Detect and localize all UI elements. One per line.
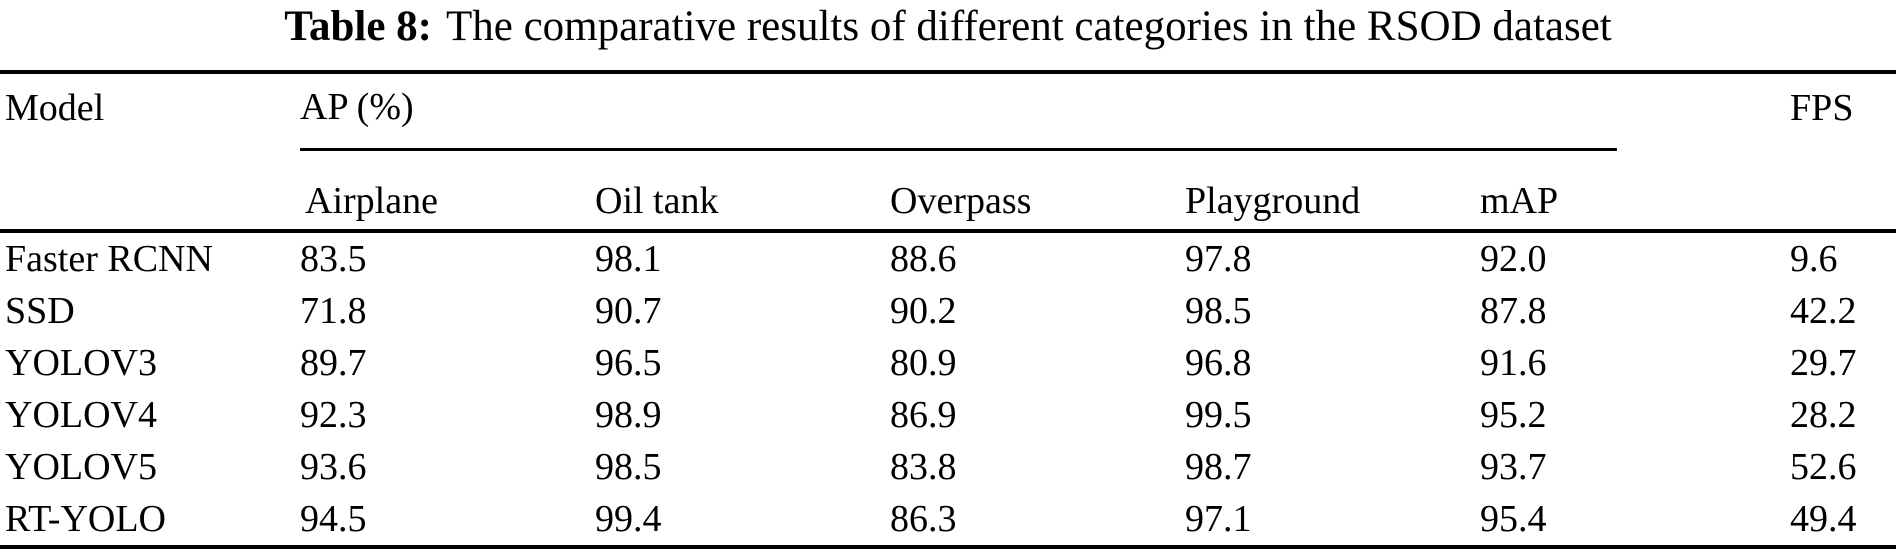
overpass-ap-cell: 88.6 xyxy=(890,238,957,280)
map-cell: 87.8 xyxy=(1480,290,1547,332)
model-name-cell: RT-YOLO xyxy=(5,498,166,540)
airplane-ap-cell: 93.6 xyxy=(300,446,367,488)
column-header-overpass: Overpass xyxy=(890,160,1185,233)
column-group-ap-label: AP (%) xyxy=(300,86,414,128)
model-name-cell: YOLOV4 xyxy=(5,394,157,436)
overpass-ap-cell: 86.3 xyxy=(890,498,957,540)
playground-ap-cell: 97.1 xyxy=(1185,498,1252,540)
table-row-rt-yolo: RT-YOLO 94.5 99.4 86.3 97.1 95.4 49.4 xyxy=(0,493,1896,547)
oil-tank-ap-cell: 99.4 xyxy=(595,498,662,540)
table-row-yolov3: YOLOV3 89.7 96.5 80.9 96.8 91.6 29.7 xyxy=(0,337,1896,389)
map-cell: 91.6 xyxy=(1480,342,1547,384)
header-row-subcolumns: Airplane Oil tank Overpass Playground mA… xyxy=(0,160,1896,233)
oil-tank-ap-cell: 98.5 xyxy=(595,446,662,488)
playground-ap-cell: 98.7 xyxy=(1185,446,1252,488)
table-row-faster-rcnn: Faster RCNN 83.5 98.1 88.6 97.8 92.0 9.6 xyxy=(0,231,1896,285)
oil-tank-ap-cell: 98.9 xyxy=(595,394,662,436)
overpass-ap-cell: 83.8 xyxy=(890,446,957,488)
oil-tank-ap-cell: 90.7 xyxy=(595,290,662,332)
fps-cell: 9.6 xyxy=(1790,238,1838,280)
model-name-cell: Faster RCNN xyxy=(5,238,213,280)
column-group-ap: AP (%) xyxy=(300,72,1790,160)
model-name-cell: YOLOV5 xyxy=(5,446,157,488)
map-cell: 95.4 xyxy=(1480,498,1547,540)
column-header-airplane: Airplane xyxy=(300,160,595,233)
table-row-ssd: SSD 71.8 90.7 90.2 98.5 87.8 42.2 xyxy=(0,285,1896,337)
playground-ap-cell: 97.8 xyxy=(1185,238,1252,280)
airplane-ap-cell: 89.7 xyxy=(300,342,367,384)
table-row-yolov5: YOLOV5 93.6 98.5 83.8 98.7 93.7 52.6 xyxy=(0,441,1896,493)
airplane-ap-cell: 71.8 xyxy=(300,290,367,332)
table-caption-title: The comparative results of different cat… xyxy=(445,3,1612,50)
column-header-map: mAP xyxy=(1480,160,1791,233)
airplane-ap-cell: 92.3 xyxy=(300,394,367,436)
model-name-cell: SSD xyxy=(5,290,75,332)
table-caption-label: Table 8: xyxy=(284,3,432,50)
playground-ap-cell: 98.5 xyxy=(1185,290,1252,332)
column-header-oil-tank: Oil tank xyxy=(595,160,890,233)
model-name-cell: YOLOV3 xyxy=(5,342,157,384)
overpass-ap-cell: 86.9 xyxy=(890,394,957,436)
table-caption: Table 8: The comparative results of diffe… xyxy=(0,0,1896,51)
oil-tank-ap-cell: 98.1 xyxy=(595,238,662,280)
column-header-playground: Playground xyxy=(1185,160,1480,233)
map-cell: 92.0 xyxy=(1480,238,1547,280)
fps-cell: 28.2 xyxy=(1790,394,1857,436)
fps-cell: 29.7 xyxy=(1790,342,1857,384)
overpass-ap-cell: 80.9 xyxy=(890,342,957,384)
fps-cell: 42.2 xyxy=(1790,290,1857,332)
playground-ap-cell: 96.8 xyxy=(1185,342,1252,384)
fps-cell: 49.4 xyxy=(1790,498,1857,540)
airplane-ap-cell: 83.5 xyxy=(300,238,367,280)
ap-group-underline-rule xyxy=(300,148,1617,151)
overpass-ap-cell: 90.2 xyxy=(890,290,957,332)
results-table: Model AP (%) FPS Airplane Oil tank Overp… xyxy=(0,70,1896,549)
fps-cell: 52.6 xyxy=(1790,446,1857,488)
airplane-ap-cell: 94.5 xyxy=(300,498,367,540)
column-header-model: Model xyxy=(0,72,300,233)
oil-tank-ap-cell: 96.5 xyxy=(595,342,662,384)
header-row-groups: Model AP (%) FPS xyxy=(0,72,1896,233)
table-row-yolov4: YOLOV4 92.3 98.9 86.9 99.5 95.2 28.2 xyxy=(0,389,1896,441)
column-header-fps: FPS xyxy=(1790,72,1896,233)
map-cell: 93.7 xyxy=(1480,446,1547,488)
playground-ap-cell: 99.5 xyxy=(1185,394,1252,436)
map-cell: 95.2 xyxy=(1480,394,1547,436)
